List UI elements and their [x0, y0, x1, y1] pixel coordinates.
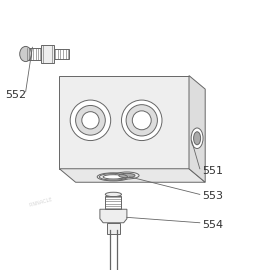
Ellipse shape — [115, 172, 139, 179]
Ellipse shape — [194, 132, 201, 145]
Text: 554: 554 — [202, 220, 224, 230]
Ellipse shape — [70, 100, 111, 141]
Polygon shape — [189, 76, 205, 182]
Polygon shape — [59, 76, 189, 169]
Text: PINNACLE: PINNACLE — [28, 197, 53, 208]
Ellipse shape — [76, 106, 105, 135]
Text: PINNACLE: PINNACLE — [123, 75, 147, 87]
Ellipse shape — [119, 173, 135, 178]
Polygon shape — [59, 169, 205, 182]
Polygon shape — [54, 49, 69, 59]
Text: 553: 553 — [202, 191, 224, 201]
Ellipse shape — [97, 173, 130, 181]
Ellipse shape — [105, 192, 122, 197]
Ellipse shape — [126, 105, 157, 136]
Ellipse shape — [103, 175, 124, 179]
Ellipse shape — [82, 112, 99, 129]
Polygon shape — [100, 209, 127, 223]
Text: PINNACLE: PINNACLE — [69, 143, 93, 154]
Ellipse shape — [191, 128, 203, 148]
Ellipse shape — [20, 46, 32, 62]
Polygon shape — [107, 223, 120, 234]
Polygon shape — [105, 196, 122, 209]
Polygon shape — [41, 45, 54, 63]
Text: 552: 552 — [5, 89, 26, 100]
Ellipse shape — [122, 100, 162, 141]
Polygon shape — [26, 48, 42, 60]
Text: 551: 551 — [202, 166, 224, 176]
Ellipse shape — [132, 111, 151, 130]
